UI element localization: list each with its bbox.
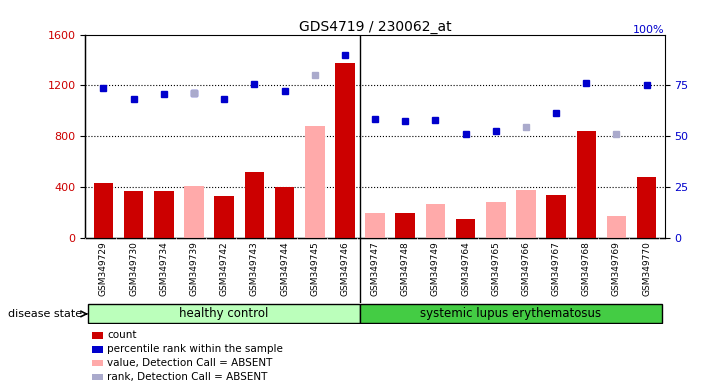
Text: GSM349748: GSM349748 <box>401 242 410 296</box>
Bar <box>92 346 103 353</box>
Title: GDS4719 / 230062_at: GDS4719 / 230062_at <box>299 20 451 33</box>
Text: GSM349765: GSM349765 <box>491 242 501 296</box>
Bar <box>184 186 204 238</box>
Bar <box>92 360 103 366</box>
Text: percentile rank within the sample: percentile rank within the sample <box>107 344 283 354</box>
Text: GSM349770: GSM349770 <box>642 242 651 296</box>
Bar <box>606 217 626 238</box>
Text: value, Detection Call = ABSENT: value, Detection Call = ABSENT <box>107 358 273 368</box>
Bar <box>577 131 596 238</box>
Bar <box>245 172 264 238</box>
Bar <box>365 213 385 238</box>
Bar <box>92 332 103 339</box>
Text: GSM349766: GSM349766 <box>521 242 530 296</box>
Bar <box>92 374 103 381</box>
Text: GSM349749: GSM349749 <box>431 242 440 296</box>
Text: GSM349769: GSM349769 <box>612 242 621 296</box>
Text: GSM349744: GSM349744 <box>280 242 289 296</box>
Bar <box>154 191 173 238</box>
Bar <box>546 195 566 238</box>
Text: GSM349730: GSM349730 <box>129 242 138 296</box>
Bar <box>486 202 506 238</box>
Bar <box>456 219 476 238</box>
Text: GSM349739: GSM349739 <box>189 242 198 296</box>
Bar <box>94 184 113 238</box>
Bar <box>426 204 445 238</box>
Bar <box>395 213 415 238</box>
Bar <box>214 196 234 238</box>
Text: systemic lupus erythematosus: systemic lupus erythematosus <box>420 308 602 320</box>
Bar <box>305 126 324 238</box>
Bar <box>124 191 144 238</box>
Bar <box>88 305 360 323</box>
Text: count: count <box>107 330 137 340</box>
Text: disease state: disease state <box>8 309 82 319</box>
Bar <box>274 187 294 238</box>
Text: GSM349729: GSM349729 <box>99 242 108 296</box>
Bar <box>637 177 656 238</box>
Text: GSM349746: GSM349746 <box>341 242 349 296</box>
Text: GSM349742: GSM349742 <box>220 242 229 296</box>
Text: healthy control: healthy control <box>179 308 269 320</box>
Text: GSM349767: GSM349767 <box>552 242 561 296</box>
Text: GSM349745: GSM349745 <box>310 242 319 296</box>
Text: GSM349734: GSM349734 <box>159 242 169 296</box>
Text: GSM349747: GSM349747 <box>370 242 380 296</box>
Bar <box>360 305 662 323</box>
Text: GSM349764: GSM349764 <box>461 242 470 296</box>
Bar <box>335 63 355 238</box>
Bar <box>516 190 536 238</box>
Text: 100%: 100% <box>634 25 665 35</box>
Text: GSM349768: GSM349768 <box>582 242 591 296</box>
Text: GSM349743: GSM349743 <box>250 242 259 296</box>
Text: rank, Detection Call = ABSENT: rank, Detection Call = ABSENT <box>107 372 268 382</box>
